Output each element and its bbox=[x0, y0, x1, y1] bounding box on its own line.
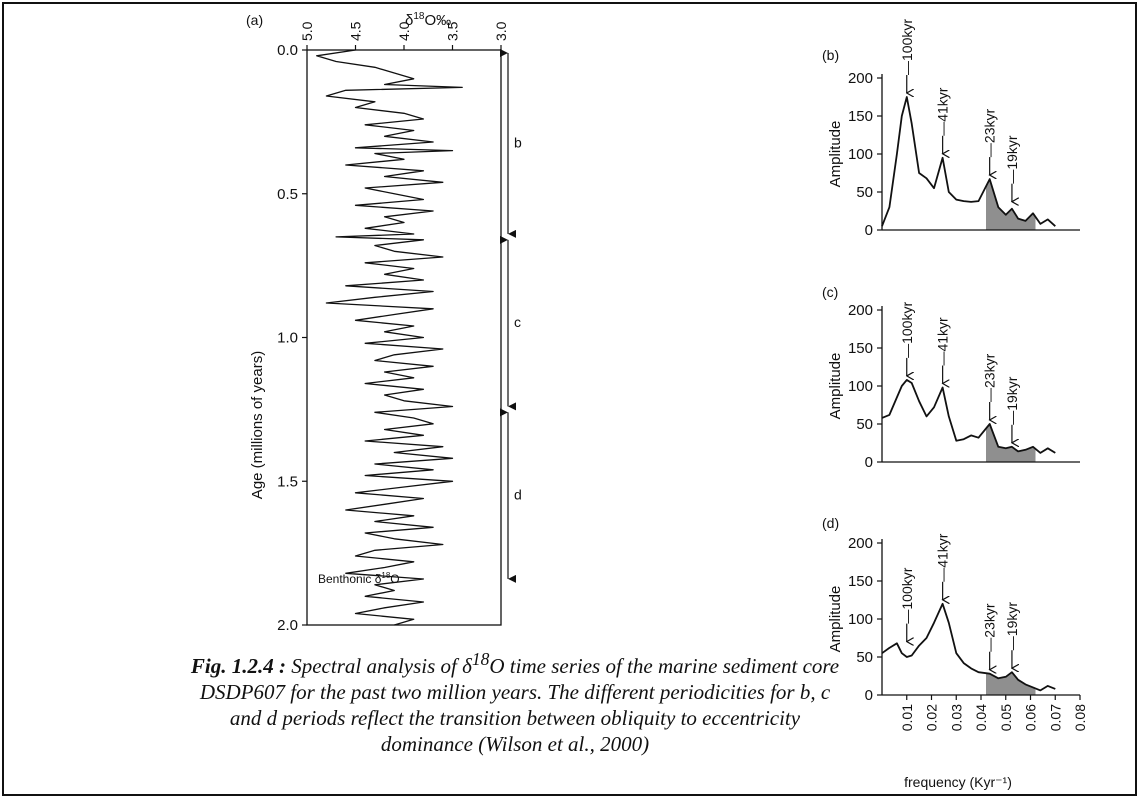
panel-a-y-title: Age (millions of years) bbox=[249, 351, 266, 499]
peak-label: —100kyr bbox=[899, 19, 915, 75]
caption-delta: δ bbox=[462, 654, 472, 678]
peak-label: —19kyr bbox=[1004, 376, 1020, 425]
x-tick-label: 0.06 bbox=[1023, 704, 1039, 731]
spectrum-line bbox=[881, 96, 1056, 227]
y-tick-label: 200 bbox=[848, 302, 873, 319]
peak-label: —23kyr bbox=[982, 603, 998, 652]
y-tick-label: 150 bbox=[848, 108, 873, 125]
panel-b-label: (b) bbox=[822, 47, 839, 63]
y-tick-label: 0 bbox=[865, 454, 873, 471]
x-tick-label: 3.5 bbox=[445, 21, 461, 41]
figure-caption: Fig. 1.2.4 : Spectral analysis of δ18O t… bbox=[190, 646, 840, 757]
interval-label: c bbox=[514, 314, 521, 330]
x-tick-label: 0.04 bbox=[973, 704, 989, 731]
spectrum-line bbox=[881, 602, 1056, 692]
y-tick-label: 0 bbox=[865, 222, 873, 239]
y-tick-label: 50 bbox=[856, 416, 873, 433]
peak-label: —41kyr bbox=[935, 317, 951, 366]
caption-sup: 18 bbox=[471, 649, 490, 669]
interval-label-bg bbox=[512, 314, 524, 331]
shaded-band bbox=[985, 179, 1036, 230]
panel-c-plot: 0 50 100 150 200 Amplitude —100kyr —41kyr —23kyr… bbox=[827, 302, 1080, 471]
panel-b-plot: 0 50 100 150 200 Amplitude —100kyr —41kyr —23kyr… bbox=[827, 19, 1080, 239]
interval-label-bg bbox=[512, 486, 524, 503]
panel-d-x-title: frequency (Kyr⁻¹) bbox=[904, 774, 1012, 790]
x-tick-label: 3.0 bbox=[493, 21, 509, 41]
x-tick-label: 0.08 bbox=[1072, 704, 1088, 731]
caption-text-b: O time series of the marine sediment cor… bbox=[199, 654, 840, 756]
peak-label: —41kyr bbox=[935, 87, 951, 136]
y-tick-label: 1.5 bbox=[277, 473, 298, 490]
caption-text-a: Spectral analysis of bbox=[285, 654, 463, 678]
y-axis-title: Amplitude bbox=[827, 121, 844, 188]
y-tick-label: 150 bbox=[848, 340, 873, 357]
x-tick-label: 0.01 bbox=[899, 704, 915, 731]
peak-label: —23kyr bbox=[982, 353, 998, 402]
peak-label: —19kyr bbox=[1004, 135, 1020, 184]
y-tick-label: 150 bbox=[848, 573, 873, 590]
y-axis-title: Amplitude bbox=[827, 586, 844, 653]
peak-label: —41kyr bbox=[935, 533, 951, 582]
y-tick-label: 0 bbox=[865, 687, 873, 704]
panel-c-label: (c) bbox=[822, 284, 838, 300]
y-tick-label: 0.0 bbox=[277, 42, 298, 59]
x-tick-label: 0.05 bbox=[998, 704, 1014, 731]
peak-label: —100kyr bbox=[899, 302, 915, 358]
panel-a-plot: 5.0 4.5 4.0 3.5 3.0 0.0 0.5 1.0 1.5 2.0 b c d bbox=[277, 21, 524, 634]
y-tick-label: 100 bbox=[848, 611, 873, 628]
y-tick-label: 100 bbox=[848, 378, 873, 395]
interval-label: d bbox=[514, 487, 522, 503]
y-tick-label: 0.5 bbox=[277, 186, 298, 203]
spectrum-line bbox=[881, 378, 1056, 454]
panel-d-plot: 0 50 100 150 200 Amplitude 0.01 0.02 0.03 0.04 0.0… bbox=[827, 533, 1088, 731]
y-tick-label: 50 bbox=[856, 184, 873, 201]
panel-a-label: (a) bbox=[246, 12, 263, 28]
y-tick-label: 50 bbox=[856, 649, 873, 666]
shaded-band bbox=[985, 424, 1036, 462]
peak-label: —100kyr bbox=[899, 567, 915, 623]
x-tick-label: 0.03 bbox=[948, 704, 964, 731]
panel-d-label: (d) bbox=[822, 515, 839, 531]
y-tick-label: 200 bbox=[848, 70, 873, 87]
y-tick-label: 200 bbox=[848, 535, 873, 552]
x-tick-label: 0.02 bbox=[924, 704, 940, 731]
y-tick-label: 100 bbox=[848, 146, 873, 163]
caption-label: Fig. 1.2.4 : bbox=[190, 654, 286, 678]
x-tick-label: 4.0 bbox=[396, 21, 412, 41]
shaded-band bbox=[985, 672, 1036, 695]
y-axis-title: Amplitude bbox=[827, 353, 844, 420]
d18o-series-line bbox=[316, 49, 463, 626]
peak-label: —23kyr bbox=[982, 109, 998, 158]
interval-label: b bbox=[514, 134, 522, 150]
peak-label: —19kyr bbox=[1004, 602, 1020, 651]
panel-a-annotation: Benthonic δ18O bbox=[318, 571, 400, 586]
x-tick-label: 0.07 bbox=[1047, 704, 1063, 731]
interval-label-bg bbox=[512, 134, 524, 151]
x-tick-label: 5.0 bbox=[299, 21, 315, 41]
y-tick-label: 2.0 bbox=[277, 617, 298, 634]
panel-a-axes-box bbox=[306, 49, 502, 626]
x-tick-label: 4.5 bbox=[348, 21, 364, 41]
y-tick-label: 1.0 bbox=[277, 330, 298, 347]
